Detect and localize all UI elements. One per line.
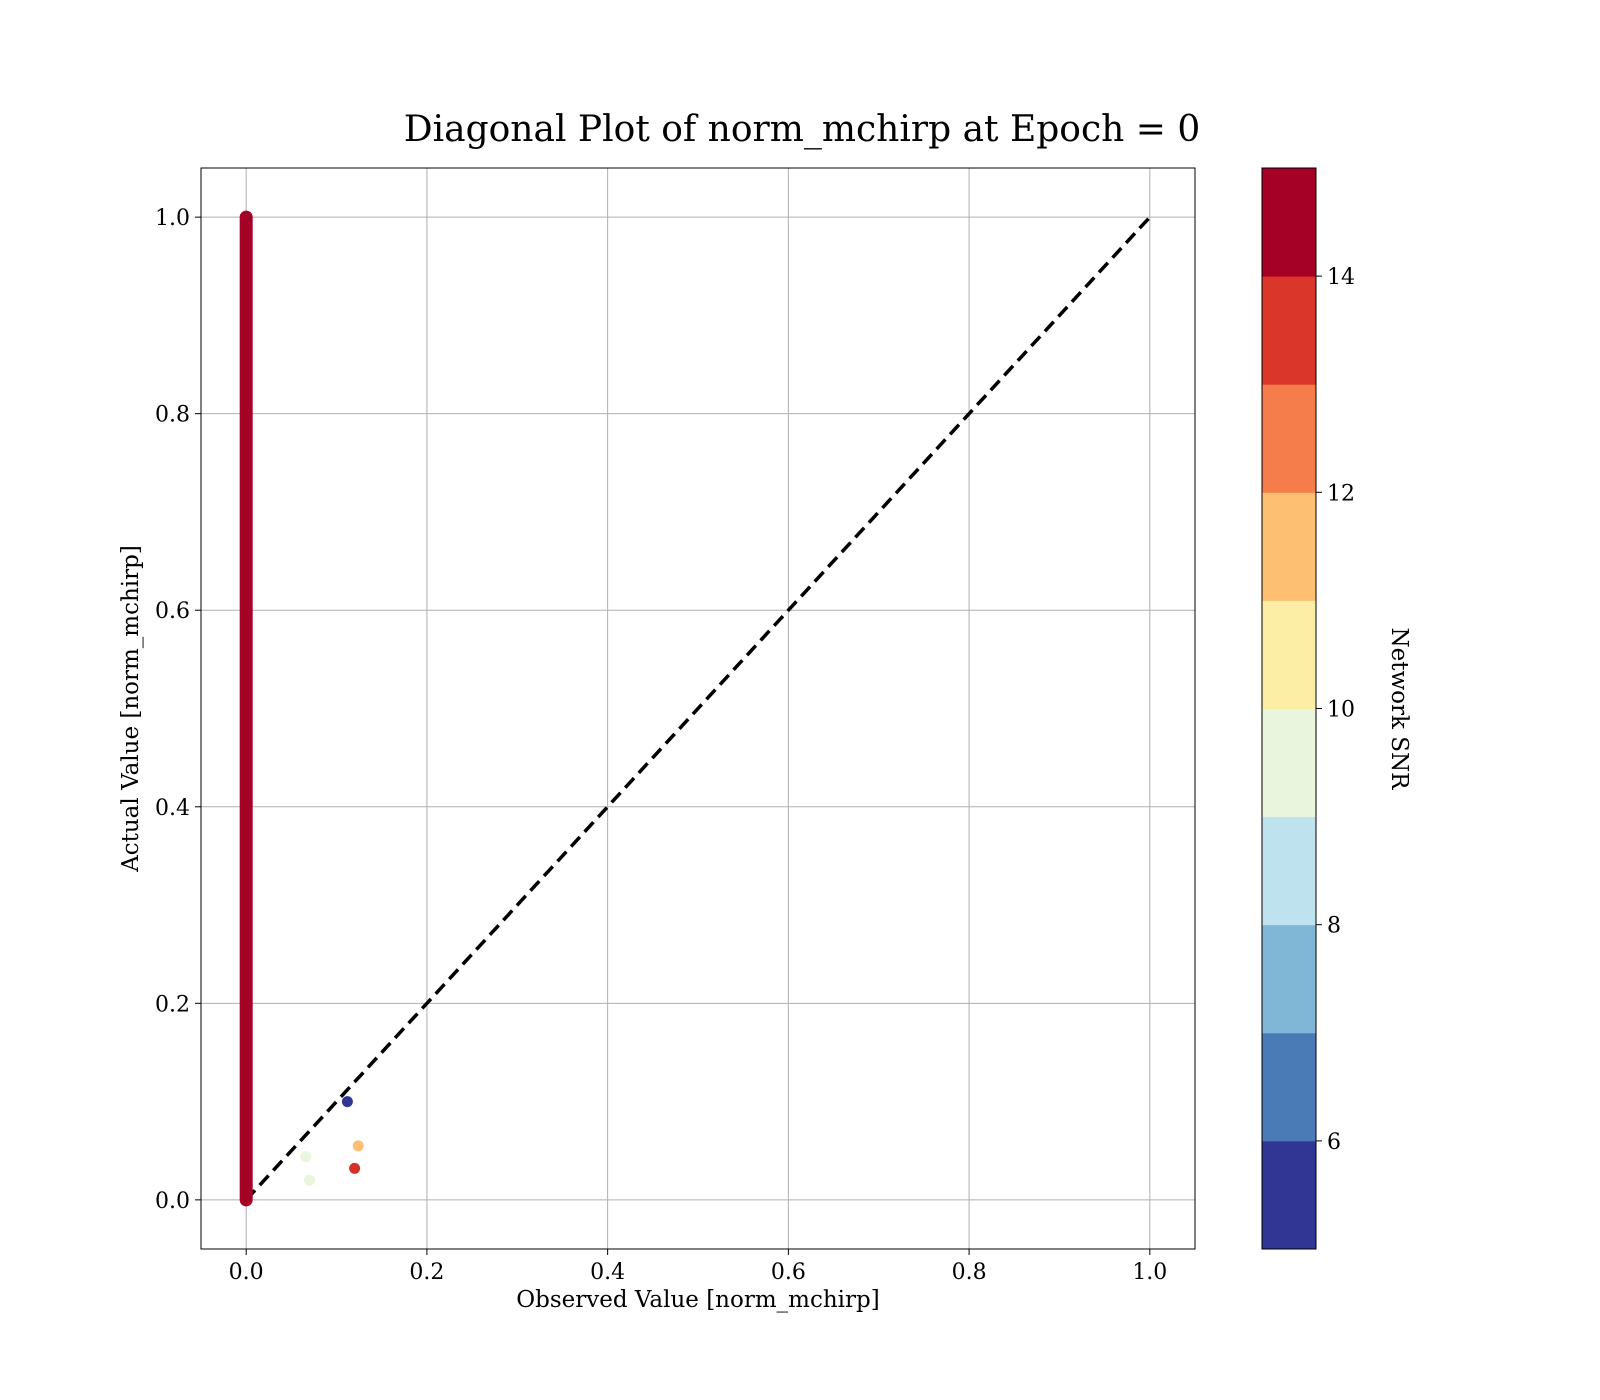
colorbar-tick-label: 14 xyxy=(1327,265,1355,290)
colorbar-segment xyxy=(1262,600,1316,709)
colorbar-segment xyxy=(1262,276,1316,385)
y-tick-label: 0.4 xyxy=(155,796,190,821)
y-tick-label: 0.0 xyxy=(155,1189,190,1214)
colorbar-segment xyxy=(1262,924,1316,1034)
y-tick-label: 0.6 xyxy=(155,599,190,624)
scatter-point xyxy=(349,1162,361,1174)
colorbar-segment xyxy=(1262,708,1316,818)
x-tick-label: 0.8 xyxy=(952,1260,987,1285)
y-tick-label: 0.8 xyxy=(155,403,190,428)
scatter-point xyxy=(303,1174,315,1186)
chart-title: Diagonal Plot of norm_mchirp at Epoch = … xyxy=(404,109,1201,150)
colorbar-segment xyxy=(1262,384,1316,493)
colorbar-tick-label: 10 xyxy=(1327,698,1355,723)
scatter-point xyxy=(300,1151,312,1163)
x-tick-label: 0.2 xyxy=(409,1260,444,1285)
y-tick-label: 1.0 xyxy=(155,206,190,231)
colorbar-segment xyxy=(1262,492,1316,601)
colorbar-segment xyxy=(1262,168,1316,277)
colorbar-segment xyxy=(1262,1140,1316,1250)
colorbar-tick-label: 8 xyxy=(1327,914,1341,939)
plot-frame xyxy=(200,167,1196,1250)
colorbar-tick-label: 6 xyxy=(1327,1130,1341,1155)
colorbar-segment xyxy=(1262,816,1316,926)
diagonal-line xyxy=(244,215,1152,1202)
x-tick-label: 0.4 xyxy=(590,1260,625,1285)
x-tick-label: 1.0 xyxy=(1132,1260,1167,1285)
grid-lines xyxy=(201,168,1195,1249)
x-axis-ticks: 0.0 0.2 0.4 0.6 0.8 1.0 xyxy=(229,1249,1167,1285)
scatter-point xyxy=(341,1096,353,1108)
colorbar xyxy=(1262,168,1316,1250)
x-axis-label: Observed Value [norm_mchirp] xyxy=(516,1287,879,1313)
diagonal-reference-line xyxy=(244,215,1152,1202)
colorbar-label: Network SNR xyxy=(1386,628,1412,791)
scatter-point xyxy=(352,1140,364,1152)
colorbar-tick-label: 12 xyxy=(1327,481,1355,506)
scatter-points xyxy=(239,210,364,1207)
x-tick-label: 0.6 xyxy=(771,1260,806,1285)
colorbar-ticks: 6 8 10 12 14 xyxy=(1316,265,1355,1155)
x-tick-label: 0.0 xyxy=(229,1260,264,1285)
y-axis-label: Actual Value [norm_mchirp] xyxy=(118,545,144,873)
colorbar-segment xyxy=(1262,1032,1316,1142)
y-tick-label: 0.2 xyxy=(155,992,190,1017)
y-axis-ticks: 0.0 0.2 0.4 0.6 0.8 1.0 xyxy=(155,206,201,1214)
